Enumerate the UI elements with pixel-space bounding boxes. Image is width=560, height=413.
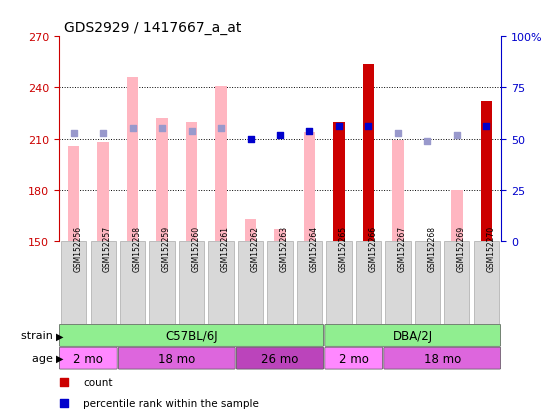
Point — [394, 130, 403, 137]
Bar — [451, 190, 463, 242]
Point — [324, 78, 333, 85]
Text: age: age — [31, 353, 56, 363]
Text: ▶: ▶ — [56, 353, 63, 363]
Bar — [97, 143, 109, 242]
Text: C57BL/6J: C57BL/6J — [165, 329, 218, 342]
FancyBboxPatch shape — [238, 242, 263, 324]
Text: 26 mo: 26 mo — [262, 352, 298, 365]
Point — [482, 124, 491, 131]
Bar — [127, 78, 138, 242]
FancyBboxPatch shape — [120, 242, 145, 324]
Point — [334, 124, 343, 131]
Text: GSM152259: GSM152259 — [162, 225, 171, 271]
Point — [246, 136, 255, 143]
Text: GSM152262: GSM152262 — [250, 225, 259, 271]
Bar — [274, 230, 286, 242]
FancyBboxPatch shape — [326, 242, 352, 324]
Point — [128, 126, 137, 133]
Bar — [480, 102, 492, 242]
FancyBboxPatch shape — [150, 242, 175, 324]
Text: GSM152263: GSM152263 — [280, 225, 289, 271]
FancyBboxPatch shape — [445, 242, 469, 324]
FancyBboxPatch shape — [236, 347, 324, 369]
Point — [423, 138, 432, 145]
Bar — [362, 64, 375, 242]
FancyBboxPatch shape — [415, 242, 440, 324]
Text: GSM152264: GSM152264 — [310, 225, 319, 271]
FancyBboxPatch shape — [297, 242, 322, 324]
FancyBboxPatch shape — [356, 242, 381, 324]
Text: GSM152266: GSM152266 — [368, 225, 377, 271]
Text: 18 mo: 18 mo — [423, 352, 461, 365]
FancyBboxPatch shape — [59, 347, 117, 369]
Point — [276, 132, 284, 139]
Text: GSM152257: GSM152257 — [103, 225, 112, 271]
Bar — [333, 122, 345, 242]
Bar — [392, 141, 404, 242]
Text: GSM152261: GSM152261 — [221, 225, 230, 271]
Text: 2 mo: 2 mo — [73, 352, 103, 365]
Text: GSM152265: GSM152265 — [339, 225, 348, 271]
Point — [217, 126, 226, 133]
FancyBboxPatch shape — [325, 325, 501, 347]
Bar — [245, 219, 256, 242]
Text: GSM152269: GSM152269 — [457, 225, 466, 271]
Text: count: count — [83, 377, 113, 387]
Bar — [304, 133, 315, 242]
FancyBboxPatch shape — [325, 347, 382, 369]
Bar — [68, 146, 80, 242]
Text: GSM152260: GSM152260 — [192, 225, 200, 271]
Point — [452, 132, 461, 139]
FancyBboxPatch shape — [61, 242, 86, 324]
Bar — [156, 119, 168, 242]
Text: ▶: ▶ — [56, 330, 63, 341]
Text: GSM152267: GSM152267 — [398, 225, 407, 271]
FancyBboxPatch shape — [268, 242, 292, 324]
Text: 2 mo: 2 mo — [339, 352, 368, 365]
FancyBboxPatch shape — [384, 347, 501, 369]
FancyBboxPatch shape — [385, 242, 410, 324]
FancyBboxPatch shape — [59, 325, 324, 347]
Text: 18 mo: 18 mo — [158, 352, 195, 365]
FancyBboxPatch shape — [179, 242, 204, 324]
Text: percentile rank within the sample: percentile rank within the sample — [83, 398, 259, 408]
Bar — [185, 122, 198, 242]
FancyBboxPatch shape — [91, 242, 115, 324]
Text: GDS2929 / 1417667_a_at: GDS2929 / 1417667_a_at — [64, 21, 242, 35]
FancyBboxPatch shape — [474, 242, 499, 324]
Text: DBA/2J: DBA/2J — [393, 329, 433, 342]
Text: GSM152256: GSM152256 — [73, 225, 82, 271]
Bar — [215, 87, 227, 242]
Point — [305, 128, 314, 135]
Point — [99, 130, 108, 137]
Point — [364, 124, 373, 131]
Point — [157, 126, 166, 133]
Text: GSM152270: GSM152270 — [487, 225, 496, 271]
FancyBboxPatch shape — [208, 242, 234, 324]
Point — [187, 128, 196, 135]
Point — [324, 266, 333, 272]
Point — [69, 130, 78, 137]
Text: strain: strain — [21, 330, 56, 341]
FancyBboxPatch shape — [118, 347, 235, 369]
Text: GSM152268: GSM152268 — [427, 225, 436, 271]
Text: GSM152258: GSM152258 — [133, 225, 142, 271]
